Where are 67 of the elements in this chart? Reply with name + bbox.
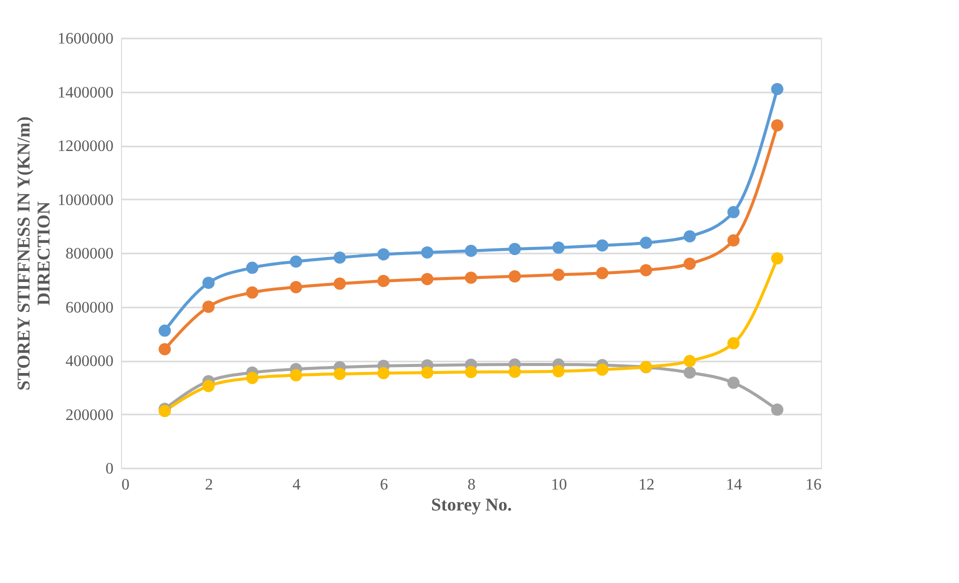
point: [377, 248, 390, 260]
point: [640, 264, 652, 276]
x-tick-label: 6: [380, 476, 388, 494]
y-tick-label: 1400000: [58, 84, 114, 102]
point: [290, 369, 302, 382]
y-tick-label: 800000: [66, 246, 114, 262]
point: [464, 366, 478, 378]
y-tick-label: 1600000: [58, 30, 114, 48]
x-tick-label: 8: [468, 476, 476, 494]
x-tick-label: 10: [551, 476, 567, 494]
point: [377, 274, 390, 288]
x-tick-label: 2: [205, 476, 213, 494]
x-tick-label: 12: [638, 476, 654, 494]
point: [727, 337, 740, 350]
point: [771, 252, 784, 264]
point: [290, 281, 302, 294]
point: [508, 270, 521, 282]
point: [684, 354, 696, 368]
point: [552, 242, 565, 254]
point: [640, 236, 652, 249]
point: [508, 366, 521, 378]
point: [464, 244, 478, 257]
point: [508, 242, 521, 256]
x-axis-title: Storey No.: [431, 494, 512, 514]
y-axis-title: STOREY STIFFNESS IN Y(KN/m) DIRECTION: [14, 116, 54, 390]
point: [727, 234, 740, 246]
point: [771, 119, 784, 132]
point: [421, 272, 434, 286]
point: [596, 267, 608, 280]
x-tick-label: 4: [292, 476, 300, 494]
point: [727, 206, 740, 218]
point: [684, 258, 696, 270]
point: [334, 278, 346, 290]
point: [290, 255, 302, 268]
y-tick-label: 0: [106, 460, 114, 478]
point: [334, 251, 346, 264]
point: [684, 366, 696, 379]
point: [421, 246, 434, 259]
point: [727, 376, 740, 389]
point: [771, 82, 784, 96]
point: [158, 404, 171, 418]
point: [246, 372, 258, 384]
point: [202, 380, 215, 392]
point: [552, 365, 565, 378]
point: [596, 364, 608, 376]
point: [684, 230, 696, 242]
y-tick-label: 400000: [66, 353, 114, 370]
point: [246, 286, 258, 299]
point: [421, 366, 434, 379]
y-tick-label: 1200000: [58, 138, 114, 155]
point: [158, 343, 171, 356]
point: [596, 239, 608, 252]
x-tick-label: 16: [806, 476, 822, 494]
y-tick-label: 200000: [66, 406, 114, 424]
point: [158, 324, 171, 337]
x-tick-label: 0: [122, 476, 130, 494]
point: [464, 272, 478, 284]
point: [246, 262, 258, 274]
y-tick-label: 600000: [66, 299, 114, 316]
point: [377, 367, 390, 380]
y-tick-label: 1000000: [58, 192, 114, 209]
point: [334, 368, 346, 380]
point: [202, 276, 215, 289]
point: [771, 404, 784, 416]
point: [552, 268, 565, 281]
point: [202, 300, 215, 313]
x-tick-label: 14: [726, 476, 742, 494]
